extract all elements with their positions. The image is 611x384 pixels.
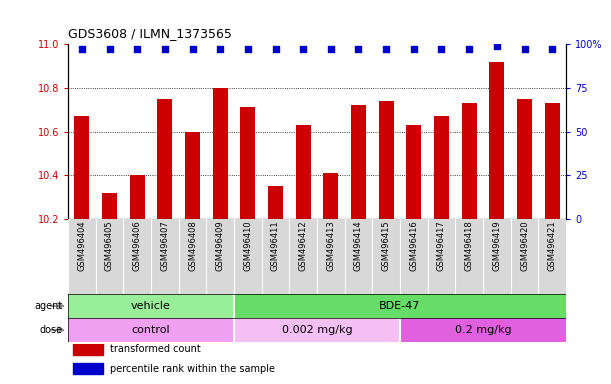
Bar xyxy=(151,219,178,294)
Text: GSM496418: GSM496418 xyxy=(465,220,474,271)
Point xyxy=(215,46,225,52)
Point xyxy=(547,46,557,52)
Bar xyxy=(538,219,566,294)
Point xyxy=(132,46,142,52)
Text: BDE-47: BDE-47 xyxy=(379,301,421,311)
Text: GSM496404: GSM496404 xyxy=(78,220,86,271)
Text: GSM496421: GSM496421 xyxy=(547,220,557,271)
Bar xyxy=(240,108,255,219)
Point xyxy=(160,46,170,52)
Point xyxy=(243,46,253,52)
Bar xyxy=(268,186,283,219)
Bar xyxy=(234,294,566,318)
Bar xyxy=(74,116,89,219)
Bar xyxy=(406,125,422,219)
Point xyxy=(409,46,419,52)
Text: GSM496416: GSM496416 xyxy=(409,220,419,271)
Bar xyxy=(544,103,560,219)
Point xyxy=(492,43,502,49)
Bar xyxy=(400,219,428,294)
Text: GSM496419: GSM496419 xyxy=(492,220,502,271)
Bar xyxy=(96,219,123,294)
Bar xyxy=(290,219,317,294)
Point xyxy=(354,46,364,52)
Text: GSM496408: GSM496408 xyxy=(188,220,197,271)
Text: vehicle: vehicle xyxy=(131,301,171,311)
Point xyxy=(437,46,447,52)
Text: GSM496411: GSM496411 xyxy=(271,220,280,271)
Point xyxy=(519,46,529,52)
Text: GSM496407: GSM496407 xyxy=(160,220,169,271)
Bar xyxy=(157,99,172,219)
Bar xyxy=(130,175,145,219)
Text: GSM496415: GSM496415 xyxy=(382,220,390,271)
Bar xyxy=(262,219,290,294)
Text: 0.002 mg/kg: 0.002 mg/kg xyxy=(282,325,353,335)
Point xyxy=(77,46,87,52)
Bar xyxy=(489,61,505,219)
Bar xyxy=(351,105,366,219)
Text: GSM496413: GSM496413 xyxy=(326,220,335,271)
Text: GSM496412: GSM496412 xyxy=(299,220,308,271)
Bar xyxy=(511,219,538,294)
Bar xyxy=(213,88,228,219)
Text: control: control xyxy=(132,325,170,335)
Text: GSM496410: GSM496410 xyxy=(243,220,252,271)
Text: GSM496414: GSM496414 xyxy=(354,220,363,271)
Text: GSM496405: GSM496405 xyxy=(105,220,114,271)
Bar xyxy=(323,173,338,219)
Text: GSM496409: GSM496409 xyxy=(216,220,225,271)
Bar xyxy=(434,116,449,219)
Point xyxy=(381,46,391,52)
Bar xyxy=(68,294,234,318)
Bar xyxy=(372,219,400,294)
Point xyxy=(188,46,197,52)
Text: GDS3608 / ILMN_1373565: GDS3608 / ILMN_1373565 xyxy=(68,27,232,40)
Text: agent: agent xyxy=(35,301,63,311)
Bar xyxy=(400,318,566,342)
Bar xyxy=(207,219,234,294)
Bar xyxy=(73,363,103,374)
Point xyxy=(298,46,308,52)
Bar xyxy=(185,131,200,219)
Bar xyxy=(234,219,262,294)
Text: transformed count: transformed count xyxy=(111,344,201,354)
Bar xyxy=(296,125,311,219)
Bar xyxy=(345,219,372,294)
Bar xyxy=(123,219,151,294)
Text: GSM496420: GSM496420 xyxy=(520,220,529,271)
Text: dose: dose xyxy=(40,325,63,335)
Text: percentile rank within the sample: percentile rank within the sample xyxy=(111,364,276,374)
Point xyxy=(326,46,335,52)
Bar xyxy=(483,219,511,294)
Bar xyxy=(73,343,103,355)
Point xyxy=(104,46,114,52)
Bar xyxy=(517,99,532,219)
Bar xyxy=(455,219,483,294)
Bar xyxy=(68,219,96,294)
Text: GSM496406: GSM496406 xyxy=(133,220,142,271)
Bar xyxy=(317,219,345,294)
Point xyxy=(271,46,280,52)
Text: 0.2 mg/kg: 0.2 mg/kg xyxy=(455,325,511,335)
Bar xyxy=(379,101,393,219)
Point xyxy=(464,46,474,52)
Bar xyxy=(178,219,207,294)
Bar xyxy=(102,193,117,219)
Bar xyxy=(428,219,455,294)
Bar xyxy=(68,318,234,342)
Text: GSM496417: GSM496417 xyxy=(437,220,446,271)
Bar xyxy=(234,318,400,342)
Bar xyxy=(461,103,477,219)
